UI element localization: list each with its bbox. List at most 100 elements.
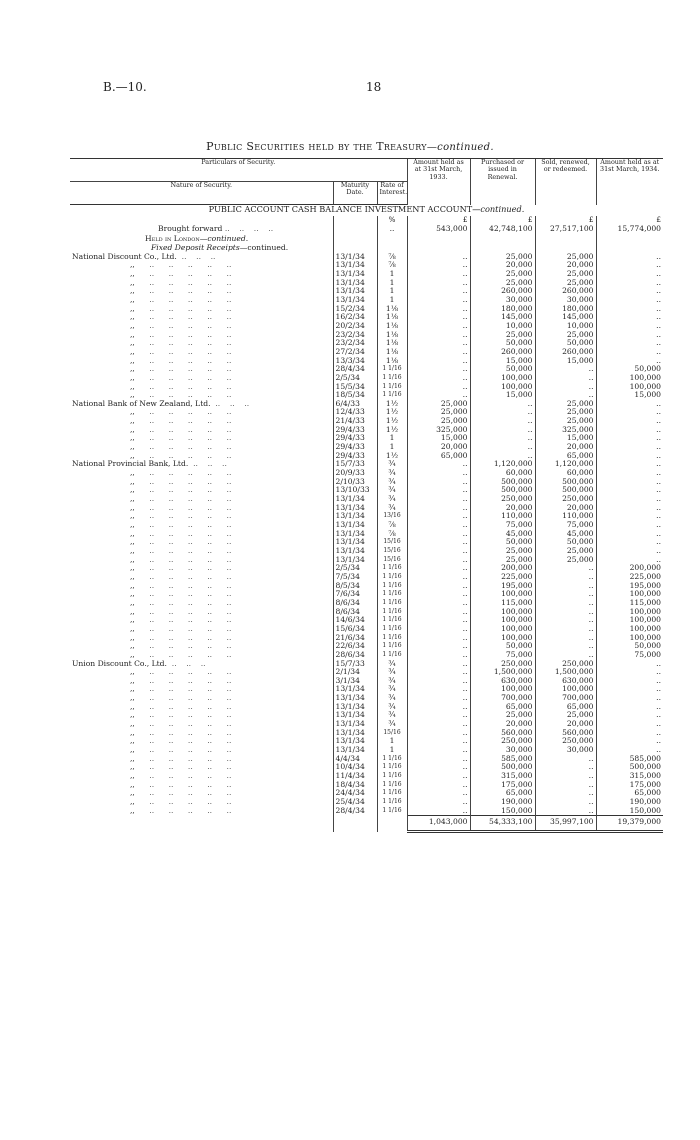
interest-rate: ⅞ — [376, 261, 407, 270]
interest-rate: 1 — [376, 737, 407, 747]
ditto-mark: ,, — [130, 295, 135, 304]
security-name: National Provincial Bank, Ltd. .. .. .. — [70, 460, 333, 469]
maturity-date: 13/1/34 — [332, 529, 377, 539]
maturity-date: 13/1/34 — [332, 685, 377, 695]
ditto-mark: ,, — [130, 373, 135, 382]
interest-rate: ¾ — [376, 659, 407, 669]
leader-dots: .. .. .. .. .. — [134, 391, 232, 400]
sold: 10,000 — [534, 321, 596, 331]
purchased: 1,500,000 — [469, 668, 535, 677]
purchased: 10,000 — [469, 321, 535, 331]
maturity-date: 28/4/34 — [332, 806, 377, 816]
interest-rate: 1 1/16 — [376, 642, 407, 651]
sold: 20,000 — [534, 503, 596, 513]
table-row: ,, .. .. .. .. .. 13/1/34 1.. 25,000 25,000.… — [70, 269, 663, 279]
held-1933: .. — [406, 737, 470, 747]
maturity-date: 13/1/34 — [332, 720, 377, 729]
ditto-mark: ,, — [130, 676, 135, 685]
leader-dots: .. .. .. .. .. — [134, 694, 232, 703]
sold: 25,000 — [534, 555, 596, 565]
held-1934: 150,000 — [595, 806, 663, 816]
ditto-mark: ,, — [130, 746, 135, 755]
leader-dots: .. .. .. .. .. — [134, 772, 232, 781]
held-1933: .. — [406, 650, 470, 660]
ditto-mark: ,, — [130, 702, 135, 711]
held-1934: .. — [595, 321, 663, 331]
interest-rate: 1 1/16 — [376, 763, 407, 773]
held-1933: .. — [406, 382, 470, 392]
leader-dots: .. .. .. .. .. — [134, 590, 232, 599]
leader-dots: .. .. .. .. .. — [134, 780, 232, 789]
interest-rate: 1⅛ — [376, 347, 407, 357]
leader-dots: .. .. .. .. .. — [134, 702, 232, 711]
purchased: 500,000 — [469, 477, 535, 487]
held-1933: .. — [406, 624, 470, 634]
held-1933: .. — [406, 365, 470, 374]
table-row: ,, .. .. .. .. .. 15/5/34 1 1/16.. 100,000.… — [70, 382, 663, 392]
purchased: 20,000 — [469, 503, 535, 513]
ditto-mark: ,, — [130, 425, 135, 434]
held-1933: .. — [406, 763, 470, 773]
sold: 110,000 — [534, 512, 596, 521]
leader-dots: .. .. .. — [166, 659, 206, 668]
page-title-main: Public Securities held by the Treasury — [206, 140, 427, 153]
security-name: ,, .. .. .. .. .. — [70, 694, 333, 703]
purchased: 115,000 — [469, 598, 535, 608]
held-1934: .. — [595, 546, 663, 556]
purchased: 150,000 — [469, 806, 535, 816]
sold: .. — [534, 590, 596, 599]
maturity-date: 15/7/33 — [332, 659, 377, 669]
maturity-date: 13/1/34 — [332, 512, 377, 521]
page-title-suffix: —continued. — [426, 142, 494, 153]
held-1933: .. — [406, 598, 470, 608]
held-1934: .. — [595, 356, 663, 366]
ditto-mark: ,, — [130, 321, 135, 330]
held-1934: 195,000 — [595, 581, 663, 591]
held-1933: .. — [406, 780, 470, 790]
security-name: ,, .. .. .. .. .. — [70, 339, 333, 348]
sold: 25,000 — [534, 252, 596, 262]
held-1933: .. — [406, 521, 470, 530]
security-name: ,, .. .. .. .. .. — [70, 798, 333, 807]
held-1934: .. — [595, 460, 663, 470]
held-1933: .. — [406, 772, 470, 781]
table-row: ,, .. .. .. .. .. 13/1/34 1.. 25,000 25,000.… — [70, 278, 663, 288]
interest-rate: 1 — [376, 746, 407, 755]
security-name: ,, .. .. .. .. .. — [70, 434, 333, 443]
interest-rate: 1 1/16 — [376, 754, 407, 764]
table-row: ,, .. .. .. .. .. 8/6/34 1 1/16.. 100,000..… — [70, 607, 663, 617]
held-1934: .. — [595, 746, 663, 755]
security-name: ,, .. .. .. .. .. — [70, 634, 333, 643]
held-1934: .. — [595, 676, 663, 686]
leader-dots: .. .. .. .. .. — [134, 417, 232, 426]
held-1933: .. — [406, 304, 470, 314]
held-1933: 65,000 — [406, 451, 470, 461]
maturity-date: 13/1/34 — [332, 495, 377, 504]
interest-rate: 1 — [376, 295, 407, 305]
leader-dots: .. .. .. .. .. — [134, 806, 232, 815]
held-1933: .. — [406, 278, 470, 288]
maturity-date: 13/1/34 — [332, 278, 377, 288]
leader-dots: .. .. .. .. .. — [134, 382, 232, 391]
maturity-date: 13/1/34 — [332, 538, 377, 547]
sold: 250,000 — [534, 495, 596, 504]
security-name: ,, .. .. .. .. .. — [70, 305, 333, 314]
sold: .. — [534, 642, 596, 651]
sold: 145,000 — [534, 313, 596, 322]
total-held-1933: 1,043,000 — [406, 815, 470, 834]
maturity-date: 8/5/34 — [332, 581, 377, 591]
total-purchased: 54,333,100 — [469, 815, 535, 834]
purchased: 260,000 — [469, 287, 535, 296]
ditto-mark: ,, — [130, 555, 135, 564]
purchased: 145,000 — [469, 313, 535, 322]
table-row: ,, .. .. .. .. .. 29/4/33 1½ 65,000.. 65,000… — [70, 451, 663, 461]
sold: 1,500,000 — [534, 668, 596, 677]
held-1933: .. — [406, 261, 470, 270]
maturity-date: 13/10/33 — [332, 486, 377, 496]
maturity-date: 7/6/34 — [332, 590, 377, 599]
security-name: National Bank of New Zealand, Ltd. .. ..… — [70, 400, 333, 409]
table-row: ,, .. .. .. .. .. 15/6/34 1 1/16.. 100,000.… — [70, 624, 663, 634]
held-1934: 50,000 — [595, 365, 663, 374]
table-row: ,, .. .. .. .. .. 13/1/34 ⅞.. 20,000 20,000.… — [70, 261, 663, 270]
interest-rate: 1 1/16 — [376, 633, 407, 643]
